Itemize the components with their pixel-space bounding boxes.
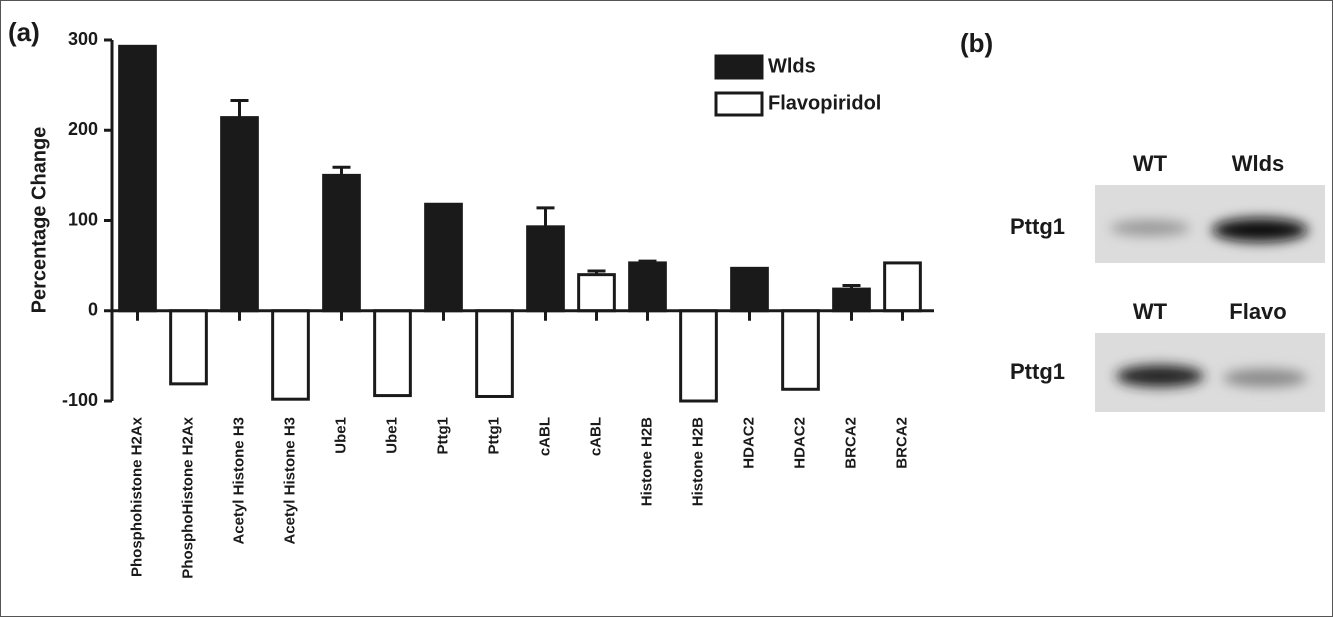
x-tick-label: Acetyl Histone H3 (230, 417, 247, 545)
bar (630, 263, 666, 311)
bar (732, 268, 768, 310)
x-tick-label: Pttg1 (434, 417, 451, 455)
x-tick-label: Histone H2B (689, 417, 706, 506)
panel-label: (a) (8, 17, 40, 47)
legend-label: Wlds (768, 55, 816, 77)
bar (120, 46, 156, 310)
bar (273, 311, 309, 399)
band (1110, 220, 1190, 236)
panel-label: (b) (960, 28, 993, 58)
bar (171, 311, 207, 384)
lane-label: Wlds (1232, 151, 1285, 176)
x-tick-label: Ube1 (332, 417, 349, 454)
x-tick-label: BRCA2 (842, 417, 859, 469)
bar (477, 311, 513, 397)
error-bar (231, 100, 249, 117)
x-tick-label: HDAC2 (791, 417, 808, 469)
x-tick-label: Acetyl Histone H3 (281, 417, 298, 545)
bar (681, 311, 717, 401)
bar (783, 311, 819, 390)
y-tick-label: 200 (68, 119, 98, 139)
band (1116, 365, 1204, 387)
legend-label: Flavopiridol (768, 92, 881, 114)
row-label: Pttg1 (1010, 359, 1065, 384)
y-tick-label: 300 (68, 29, 98, 49)
y-tick-label: 100 (68, 209, 98, 229)
legend-swatch (716, 93, 762, 115)
figure: (a) Percentage Change -100 0 100 200 300 Phos… (0, 0, 1333, 617)
band (1212, 218, 1308, 242)
x-tick-label: PhosphoHistone H2Ax (179, 416, 196, 578)
bar (834, 289, 870, 311)
y-tick-label: 0 (88, 300, 98, 320)
x-tick-label: Histone H2B (638, 417, 655, 506)
x-tick-label: BRCA2 (893, 417, 910, 469)
band (1223, 369, 1307, 387)
lane-label: Flavo (1229, 299, 1286, 324)
bar (324, 175, 360, 310)
bar (426, 204, 462, 310)
x-tick-label: Pttg1 (485, 417, 502, 455)
legend: Wlds Flavopiridol (716, 55, 881, 115)
error-bar (537, 208, 555, 227)
legend-swatch (716, 56, 762, 78)
bar (222, 118, 258, 311)
x-tick-label: Phosphohistone H2Ax (128, 416, 145, 577)
y-tick-label: -100 (62, 390, 98, 410)
bar (528, 227, 564, 311)
lane-label: WT (1133, 151, 1168, 176)
bar (375, 311, 411, 396)
lane-label: WT (1133, 299, 1168, 324)
bar (885, 263, 921, 311)
x-tick-label: Ube1 (383, 417, 400, 454)
y-axis-label: Percentage Change (28, 127, 50, 314)
bar (579, 275, 615, 311)
x-tick-label: cABL (536, 417, 553, 456)
row-label: Pttg1 (1010, 214, 1065, 239)
x-tick-label: cABL (587, 417, 604, 456)
x-tick-label: HDAC2 (740, 417, 757, 469)
